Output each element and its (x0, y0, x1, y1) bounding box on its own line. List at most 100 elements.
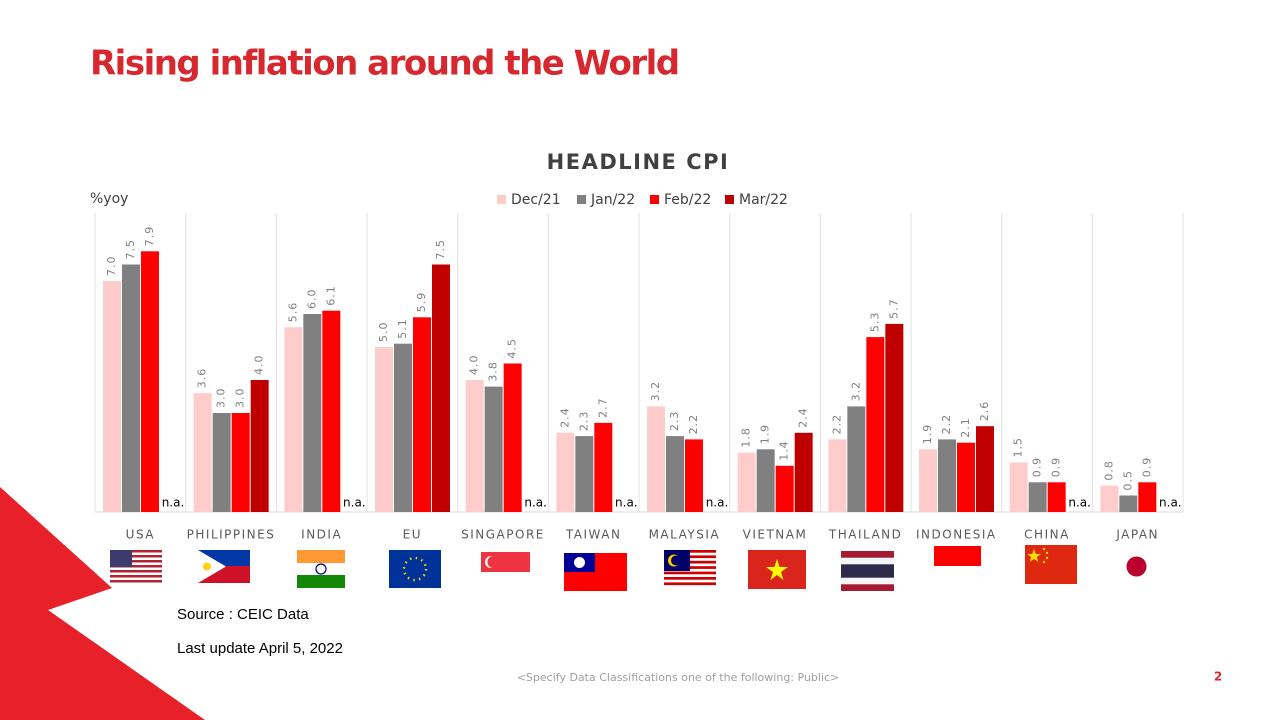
value-label: 2.6 (978, 401, 991, 422)
bar (413, 317, 431, 512)
legend-label: Jan/22 (590, 192, 635, 208)
bar (885, 323, 904, 512)
flag-thailand (841, 551, 894, 591)
legend-label: Dec/21 (511, 192, 561, 208)
value-label: 2.4 (558, 407, 571, 428)
flag-philippines (198, 550, 250, 583)
value-label: 5.3 (868, 312, 881, 333)
value-label: n.a. (615, 496, 638, 510)
bar (1138, 482, 1157, 512)
value-label: n.a. (706, 496, 729, 510)
value-label: 0.9 (1140, 457, 1153, 478)
value-label: 4.5 (506, 338, 519, 359)
value-label: 3.6 (196, 368, 209, 389)
bar (575, 436, 594, 512)
flags (110, 545, 1163, 592)
bar (303, 314, 322, 512)
value-label: 7.5 (434, 239, 447, 260)
bar (484, 386, 503, 512)
bar (1119, 495, 1138, 512)
x-tick-label: MALAYSIA (649, 528, 721, 542)
x-tick-label: INDONESIA (916, 528, 997, 542)
x-tick-label: JAPAN (1115, 528, 1159, 542)
bar (556, 432, 575, 512)
bar (756, 449, 775, 512)
value-label: 5.6 (286, 302, 299, 323)
flag-usa (110, 550, 162, 583)
corner-decoration (0, 487, 205, 720)
value-label: 1.8 (740, 427, 753, 448)
page-number: 2 (1214, 670, 1222, 684)
legend-label: Feb/22 (664, 192, 711, 208)
value-label: 4.0 (468, 355, 481, 376)
bar (503, 363, 522, 512)
value-label: 1.9 (921, 424, 934, 445)
bar (141, 251, 159, 513)
flag-eu (389, 550, 441, 588)
bar (1100, 485, 1119, 512)
bar (938, 439, 956, 512)
value-label: n.a. (1068, 496, 1091, 510)
bar (375, 347, 393, 512)
value-label: n.a. (1159, 496, 1182, 510)
bar (212, 413, 231, 512)
source: Source : CEIC Data (177, 606, 309, 623)
chart-title: HEADLINE CPI (547, 150, 730, 174)
x-tick-label: PHILIPPINES (187, 528, 276, 542)
x-tick-label: CHINA (1024, 528, 1070, 542)
x-tick-label: INDIA (301, 528, 342, 542)
value-label: 6.0 (305, 289, 318, 310)
slide-title: Rising inflation around the World (90, 44, 679, 84)
flag-vietnam (748, 550, 806, 589)
value-label: 5.7 (887, 298, 900, 319)
value-label: 1.9 (759, 424, 772, 445)
update-note: Last update April 5, 2022 (177, 640, 343, 657)
legend-swatch (725, 195, 734, 204)
bar (1028, 482, 1047, 512)
value-label: 3.2 (649, 381, 662, 402)
bar (284, 327, 303, 512)
bar (775, 465, 794, 512)
bar (122, 264, 140, 512)
flag-malaysia (664, 550, 716, 588)
classification: <Specify Data Classifications one of the… (517, 671, 840, 684)
flag-singapore (481, 552, 530, 592)
value-label: 6.1 (324, 285, 337, 306)
bar (193, 393, 212, 512)
value-label: 1.5 (1012, 437, 1025, 458)
value-label: 5.9 (415, 292, 428, 313)
x-tick-label: USA (126, 528, 155, 542)
flag-indonesia (934, 546, 981, 586)
flag-china (1025, 545, 1077, 584)
value-label: 2.3 (577, 411, 590, 432)
value-label: 3.2 (849, 381, 862, 402)
flag-taiwan (564, 553, 627, 591)
value-label: 0.9 (1050, 457, 1063, 478)
bar (231, 413, 250, 512)
value-label: 1.4 (778, 440, 791, 461)
x-tick-label: SINGAPORE (461, 528, 545, 542)
value-label: 4.0 (253, 355, 266, 376)
bar (828, 439, 847, 512)
value-label: 2.7 (596, 397, 609, 418)
value-label: 2.2 (687, 414, 700, 435)
value-label: n.a. (162, 496, 185, 510)
value-label: 5.0 (377, 322, 390, 343)
bar (594, 422, 613, 512)
legend-label: Mar/22 (739, 192, 788, 208)
value-label: 5.1 (396, 318, 409, 339)
bar (957, 442, 975, 512)
value-label: n.a. (343, 496, 366, 510)
bar (866, 337, 885, 512)
flag-india (297, 550, 345, 588)
legend-swatch (497, 195, 506, 204)
bar (394, 343, 412, 512)
bar (647, 406, 665, 512)
bar (322, 310, 341, 512)
bar (847, 406, 866, 512)
value-label: 3.0 (215, 388, 228, 409)
value-label: 3.8 (487, 361, 500, 381)
bar (685, 439, 703, 512)
